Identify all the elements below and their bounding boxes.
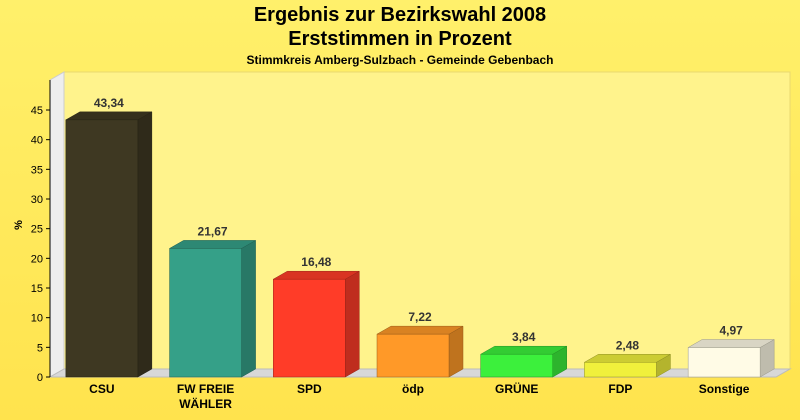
y-tick-label: 35	[31, 164, 43, 176]
bar-side	[345, 270, 360, 378]
bar	[584, 362, 657, 378]
y-tick-label: 25	[31, 224, 43, 236]
bar-top	[64, 111, 153, 121]
bar-value-label: 16,48	[301, 255, 331, 269]
bar-value-label: 3,84	[512, 330, 536, 344]
y-tick-label: 30	[31, 194, 43, 206]
y-tick-label: 45	[31, 105, 43, 117]
bar-value-label: 7,22	[408, 310, 432, 324]
x-tick-label: FDP	[608, 382, 632, 396]
y-tick-label: 5	[37, 342, 43, 354]
bar-value-label: 4,97	[719, 324, 743, 338]
x-tick-label: ödp	[402, 382, 424, 396]
plot-left-wall	[49, 71, 65, 378]
bar-side	[241, 239, 256, 378]
y-tick-label: 10	[31, 313, 43, 325]
bar-value-label: 43,34	[94, 96, 124, 110]
bar	[687, 347, 761, 378]
chart-caption: Stimmkreis Amberg-Sulzbach - Gemeinde Ge…	[246, 53, 554, 67]
y-tick-label: 0	[37, 372, 43, 384]
chart-title: Ergebnis zur Bezirkswahl 2008	[253, 4, 547, 26]
x-tick-label: FW FREIE	[177, 382, 234, 396]
x-tick-label: GRÜNE	[495, 381, 538, 396]
bar-top	[687, 339, 776, 348]
bar-top	[583, 354, 672, 363]
bar-side	[137, 111, 153, 378]
bar-value-label: 2,48	[616, 338, 640, 352]
bar	[480, 353, 553, 378]
bar	[169, 248, 242, 378]
y-tick-label: 40	[31, 135, 43, 147]
chart-subtitle: Erststimmen in Prozent	[288, 28, 512, 50]
bar-top	[376, 325, 464, 335]
bar-side	[448, 325, 464, 378]
bar-value-label: 21,67	[198, 224, 228, 238]
bar-top	[272, 270, 361, 280]
bar	[65, 119, 139, 378]
bar	[273, 278, 346, 378]
x-tick-label: WÄHLER	[179, 396, 232, 411]
bar	[376, 333, 450, 378]
y-axis-label: %	[13, 220, 25, 230]
x-tick-label: CSU	[89, 382, 114, 396]
x-tick-label: SPD	[297, 382, 322, 396]
y-tick-label: 15	[31, 283, 43, 295]
bar-top	[168, 240, 257, 249]
x-tick-label: Sonstige	[699, 382, 750, 396]
y-tick-label: 20	[31, 253, 43, 265]
bar-top	[479, 345, 568, 355]
